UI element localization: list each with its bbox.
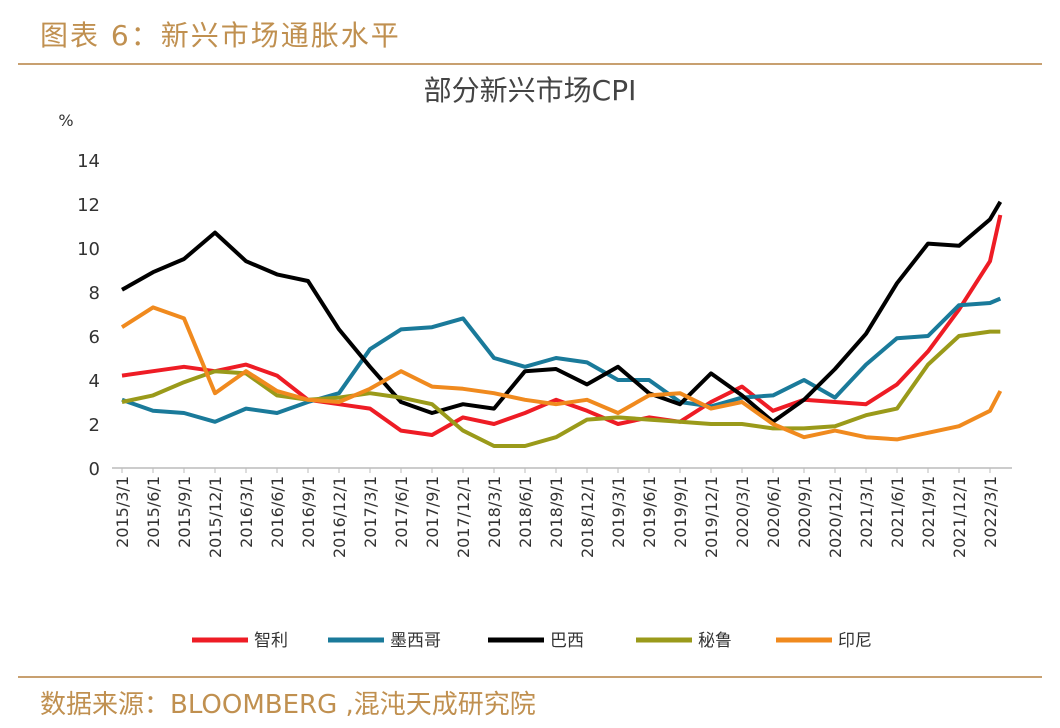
footer-rule bbox=[18, 676, 1042, 678]
x-tick-label: 2017/6/1 bbox=[392, 476, 411, 548]
y-tick-label: 2 bbox=[89, 415, 100, 436]
y-axis-label: % bbox=[58, 111, 73, 130]
chart: 部分新兴市场CPI % 0 2 4 6 8 10 12 14 2015/3/1 2015/6/1 2… bbox=[58, 74, 1012, 651]
header-rule bbox=[18, 63, 1042, 65]
y-tick-label: 0 bbox=[89, 459, 100, 480]
x-tick-label: 2020/6/1 bbox=[764, 476, 783, 548]
x-tick-label: 2018/9/1 bbox=[547, 476, 566, 548]
x-tick-label: 2019/9/1 bbox=[671, 476, 690, 548]
series-line bbox=[120, 305, 1003, 442]
x-tick-label: 2019/3/1 bbox=[609, 476, 628, 548]
x-tick-label: 2017/12/1 bbox=[454, 476, 473, 558]
x-tick-label: 2015/3/1 bbox=[113, 476, 132, 548]
x-tick-label: 2021/3/1 bbox=[857, 476, 876, 548]
y-tick-label: 8 bbox=[89, 283, 100, 304]
x-tick-label: 2019/6/1 bbox=[640, 476, 659, 548]
legend-label: 巴西 bbox=[550, 631, 584, 651]
x-tick-label: 2018/12/1 bbox=[578, 476, 597, 558]
figure-title: 图表 6：新兴市场通胀水平 bbox=[40, 19, 401, 52]
x-tick-label: 2017/9/1 bbox=[423, 476, 442, 548]
y-tick-label: 10 bbox=[77, 239, 100, 260]
series-line bbox=[121, 214, 1003, 437]
x-tick-label: 2017/3/1 bbox=[361, 476, 380, 548]
x-tick-label: 2021/6/1 bbox=[888, 476, 907, 548]
x-tick-label: 2015/9/1 bbox=[175, 476, 194, 548]
x-tick-label: 2020/3/1 bbox=[733, 476, 752, 548]
x-tick-label: 2020/12/1 bbox=[826, 476, 845, 558]
legend-label: 秘鲁 bbox=[698, 631, 732, 651]
x-tick-label: 2015/6/1 bbox=[144, 476, 163, 548]
x-tick-label: 2018/6/1 bbox=[516, 476, 535, 548]
legend-label: 智利 bbox=[254, 631, 288, 651]
series-line bbox=[121, 329, 1001, 448]
legend-label: 印尼 bbox=[838, 631, 872, 651]
chart-title: 部分新兴市场CPI bbox=[424, 74, 637, 107]
x-tick-label: 2022/3/1 bbox=[981, 476, 1000, 548]
x-tick-label: 2016/12/1 bbox=[330, 476, 349, 558]
x-tick-label: 2020/9/1 bbox=[795, 476, 814, 548]
y-tick-label: 14 bbox=[77, 151, 100, 172]
y-tick-label: 6 bbox=[89, 327, 100, 348]
y-tick-label: 12 bbox=[77, 195, 100, 216]
x-tick-label: 2016/3/1 bbox=[237, 476, 256, 548]
x-tick-label: 2016/9/1 bbox=[299, 476, 318, 548]
x-tick-label: 2018/3/1 bbox=[485, 476, 504, 548]
y-tick-label: 4 bbox=[89, 371, 100, 392]
x-tick-label: 2016/6/1 bbox=[268, 476, 287, 548]
x-tick-label: 2019/12/1 bbox=[702, 476, 721, 558]
x-tick-label: 2015/12/1 bbox=[206, 476, 225, 558]
x-tick-label: 2021/12/1 bbox=[950, 476, 969, 558]
source-note: 数据来源：BLOOMBERG ,混沌天成研究院 bbox=[40, 690, 536, 720]
legend-label: 墨西哥 bbox=[390, 631, 441, 651]
x-tick-label: 2021/9/1 bbox=[919, 476, 938, 548]
series-line bbox=[121, 200, 1003, 424]
series-line bbox=[121, 296, 1002, 424]
